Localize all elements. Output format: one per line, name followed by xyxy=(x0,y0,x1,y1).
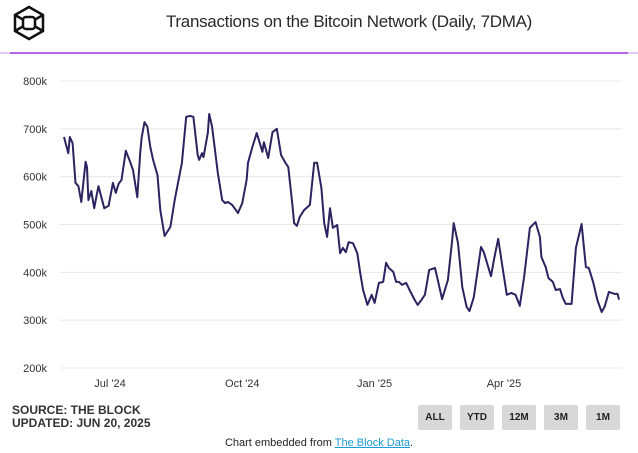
the-block-data-link[interactable]: The Block Data xyxy=(334,437,410,449)
chart-title: Transactions on the Bitcoin Network (Dai… xyxy=(165,12,533,31)
range-button-ytd[interactable]: YTD xyxy=(460,405,494,430)
y-tick-label: 700k xyxy=(23,124,47,136)
y-tick-label: 500k xyxy=(23,220,47,232)
footer-suffix: . xyxy=(410,437,414,449)
line-chart: 200k 300k 400k 500k 600k 700k 800k Jul '24 Oct '… xyxy=(23,76,622,390)
source-label: SOURCE: THE BLOCK xyxy=(12,403,141,417)
y-tick-label: 200k xyxy=(23,363,47,375)
range-button-3m[interactable]: 3M xyxy=(544,405,578,430)
embed-footer: Chart embedded from The Block Data. xyxy=(0,437,638,449)
footer-prefix: Chart embedded from xyxy=(224,437,335,449)
header-rule-left-end xyxy=(0,52,10,54)
x-tick-label: Oct '24 xyxy=(225,378,260,390)
range-button-1m[interactable]: 1M xyxy=(586,405,620,430)
x-tick-label: Apr '25 xyxy=(487,378,522,390)
y-tick-label: 600k xyxy=(23,172,47,184)
header-rule-right-end xyxy=(628,52,638,54)
the-block-logo-icon xyxy=(12,5,46,41)
updated-label: UPDATED: JUN 20, 2025 xyxy=(12,416,151,430)
y-tick-label: 400k xyxy=(23,267,47,279)
x-tick-label: Jan '25 xyxy=(357,378,392,390)
header-divider xyxy=(10,52,628,54)
range-button-all[interactable]: ALL xyxy=(418,405,452,430)
series-line xyxy=(63,113,620,313)
range-selector: ALL YTD 12M 3M 1M xyxy=(418,405,620,430)
y-tick-label: 800k xyxy=(23,76,47,88)
range-button-12m[interactable]: 12M xyxy=(502,405,536,430)
y-tick-label: 300k xyxy=(23,315,47,327)
x-tick-label: Jul '24 xyxy=(94,378,125,390)
source-info: SOURCE: THE BLOCK UPDATED: JUN 20, 2025 xyxy=(12,404,151,430)
